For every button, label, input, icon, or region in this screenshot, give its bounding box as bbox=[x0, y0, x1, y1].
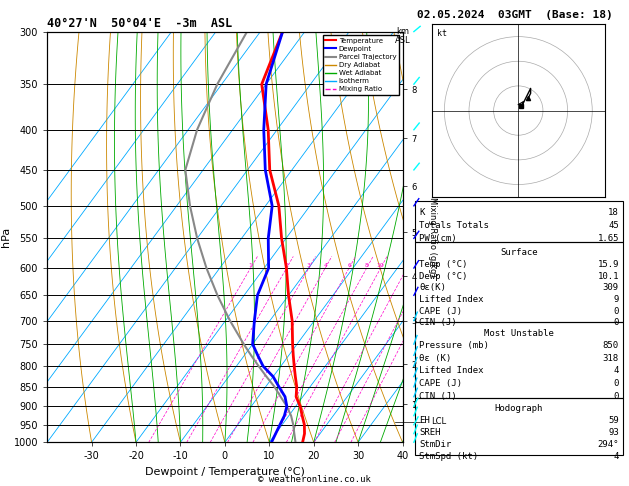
Text: Lifted Index: Lifted Index bbox=[419, 295, 484, 304]
Text: 18: 18 bbox=[608, 208, 619, 218]
Text: 850: 850 bbox=[603, 341, 619, 350]
Text: 1.65: 1.65 bbox=[598, 234, 619, 243]
Text: CAPE (J): CAPE (J) bbox=[419, 307, 462, 316]
Text: 10.1: 10.1 bbox=[598, 272, 619, 281]
Y-axis label: Mixing Ratio (g/kg): Mixing Ratio (g/kg) bbox=[428, 197, 437, 277]
Text: 4: 4 bbox=[613, 366, 619, 376]
Text: 1: 1 bbox=[248, 263, 253, 268]
Text: 4: 4 bbox=[323, 263, 327, 268]
Text: 2: 2 bbox=[284, 263, 289, 268]
Text: Most Unstable: Most Unstable bbox=[484, 329, 554, 338]
Text: θε (K): θε (K) bbox=[419, 354, 451, 363]
Text: StmDir: StmDir bbox=[419, 440, 451, 450]
Text: 309: 309 bbox=[603, 283, 619, 293]
Text: 45: 45 bbox=[608, 221, 619, 230]
Text: PW (cm): PW (cm) bbox=[419, 234, 457, 243]
Text: 0: 0 bbox=[613, 392, 619, 401]
Text: 3: 3 bbox=[307, 263, 311, 268]
Text: 15.9: 15.9 bbox=[598, 260, 619, 269]
Text: 93: 93 bbox=[608, 428, 619, 437]
X-axis label: Dewpoint / Temperature (°C): Dewpoint / Temperature (°C) bbox=[145, 467, 305, 477]
Text: SREH: SREH bbox=[419, 428, 440, 437]
Text: 9: 9 bbox=[613, 295, 619, 304]
Text: Pressure (mb): Pressure (mb) bbox=[419, 341, 489, 350]
Text: EH: EH bbox=[419, 416, 430, 425]
Text: 10: 10 bbox=[377, 263, 384, 268]
Text: 6: 6 bbox=[347, 263, 351, 268]
Text: CIN (J): CIN (J) bbox=[419, 318, 457, 328]
Text: 25: 25 bbox=[437, 263, 445, 268]
Text: 4: 4 bbox=[613, 452, 619, 462]
Text: kt: kt bbox=[437, 29, 447, 38]
Text: 0: 0 bbox=[613, 318, 619, 328]
Text: 0: 0 bbox=[613, 379, 619, 388]
Text: 0: 0 bbox=[613, 307, 619, 316]
Text: K: K bbox=[419, 208, 425, 218]
Text: km
ASL: km ASL bbox=[396, 27, 411, 45]
Text: Surface: Surface bbox=[500, 248, 538, 258]
Y-axis label: hPa: hPa bbox=[1, 227, 11, 247]
Text: 02.05.2024  03GMT  (Base: 18): 02.05.2024 03GMT (Base: 18) bbox=[417, 10, 613, 20]
Text: 318: 318 bbox=[603, 354, 619, 363]
Text: 8: 8 bbox=[365, 263, 369, 268]
Text: 40°27'N  50°04'E  -3m  ASL: 40°27'N 50°04'E -3m ASL bbox=[47, 17, 233, 30]
Text: LCL: LCL bbox=[431, 417, 446, 426]
Text: Hodograph: Hodograph bbox=[495, 404, 543, 413]
Text: 15: 15 bbox=[403, 263, 411, 268]
Text: CIN (J): CIN (J) bbox=[419, 392, 457, 401]
Legend: Temperature, Dewpoint, Parcel Trajectory, Dry Adiabat, Wet Adiabat, Isotherm, Mi: Temperature, Dewpoint, Parcel Trajectory… bbox=[323, 35, 399, 95]
Text: StmSpd (kt): StmSpd (kt) bbox=[419, 452, 478, 462]
Text: CAPE (J): CAPE (J) bbox=[419, 379, 462, 388]
Text: 294°: 294° bbox=[598, 440, 619, 450]
Text: Dewp (°C): Dewp (°C) bbox=[419, 272, 467, 281]
Text: Temp (°C): Temp (°C) bbox=[419, 260, 467, 269]
Text: Lifted Index: Lifted Index bbox=[419, 366, 484, 376]
Text: © weatheronline.co.uk: © weatheronline.co.uk bbox=[258, 474, 371, 484]
Text: Totals Totals: Totals Totals bbox=[419, 221, 489, 230]
Text: 59: 59 bbox=[608, 416, 619, 425]
Text: 20: 20 bbox=[422, 263, 430, 268]
Text: θε(K): θε(K) bbox=[419, 283, 446, 293]
